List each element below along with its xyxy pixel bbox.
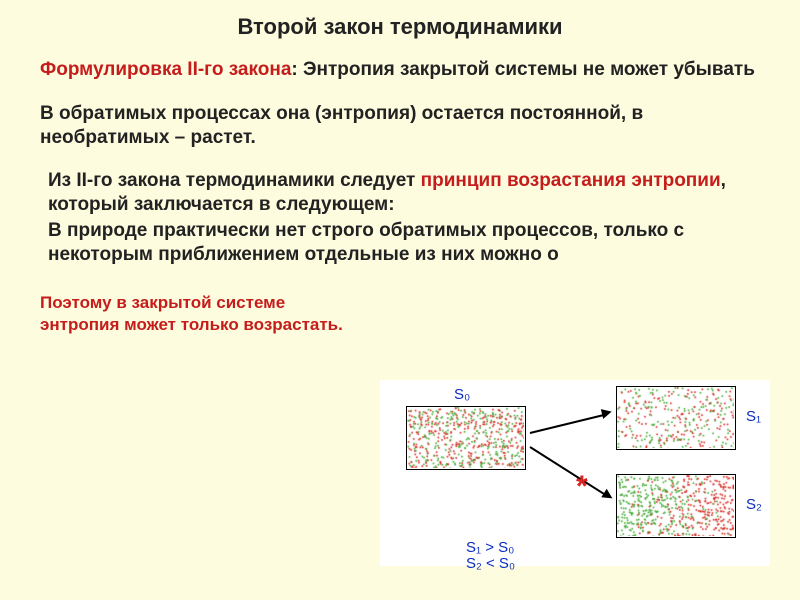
paragraph-2: В обратимых процессах она (энтропия) ост…: [40, 102, 760, 150]
p3-red: принцип возрастания энтропии: [421, 170, 721, 191]
arrow-to-s1: [530, 414, 605, 434]
label-s0: S₀: [454, 386, 470, 403]
paragraph-4: В природе практически нет строго обратим…: [40, 219, 760, 267]
entropy-diagram: S₀ S₁ S₂ * S₁ > S₀ S₂ < S₀: [380, 380, 770, 566]
asterisk-mark: *: [576, 470, 588, 504]
paragraph-5: Поэтому в закрытой системе энтропия може…: [40, 292, 350, 335]
paragraph-3: Из II-го закона термодинамики следует пр…: [40, 169, 760, 217]
panel-mixed: [616, 386, 736, 450]
panel-initial: [406, 406, 526, 470]
arrow-to-s1-head: [601, 407, 613, 419]
label-s2: S₂: [746, 496, 762, 513]
p3-a: Из II-го закона термодинамики следует: [48, 170, 421, 191]
arrow-to-s2: [529, 446, 605, 495]
panel-separated: [616, 474, 736, 538]
paragraph-1: Формулировка II-го закона: Энтропия закр…: [40, 58, 760, 82]
label-s1: S₁: [746, 408, 761, 425]
p1-rest: : Энтропия закрытой системы не может убы…: [291, 59, 754, 80]
p1-red: Формулировка II-го закона: [40, 59, 291, 80]
slide-title: Второй закон термодинамики: [40, 14, 760, 40]
formula-s2: S₂ < S₀: [466, 556, 515, 573]
arrow-to-s2-head: [601, 488, 615, 502]
